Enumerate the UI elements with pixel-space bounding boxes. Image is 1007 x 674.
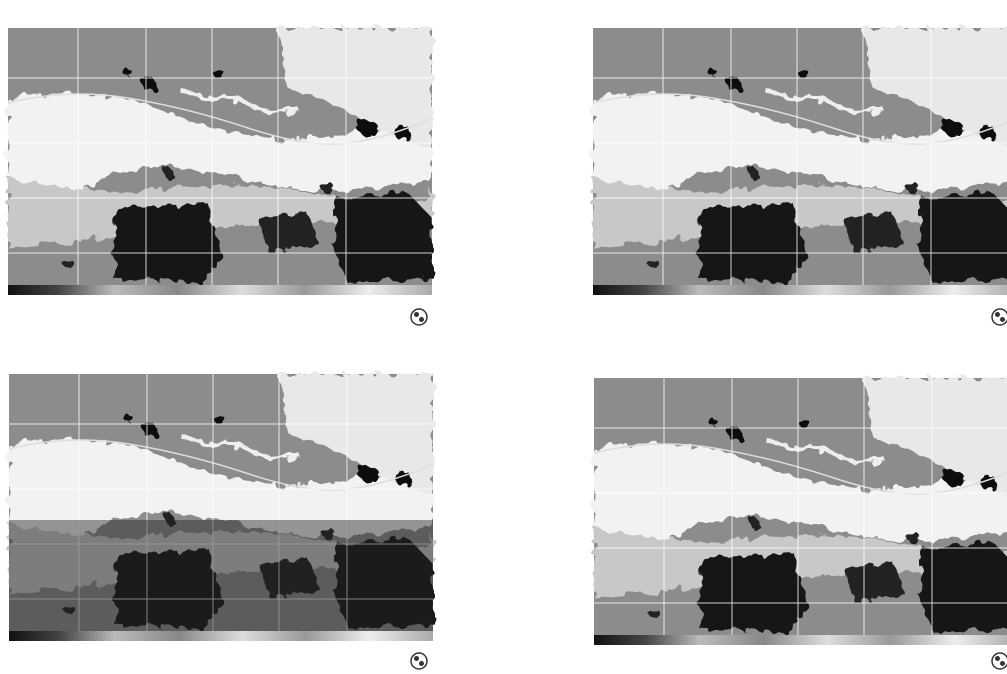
dark-overlay xyxy=(9,520,433,631)
page-body xyxy=(0,0,1007,674)
logo-bottom-right xyxy=(992,653,1007,669)
panel-bottom-right xyxy=(594,378,1007,645)
panel-top-right xyxy=(593,28,1007,295)
figure xyxy=(0,0,1007,674)
logo-top-right xyxy=(992,309,1007,325)
logo-top-left xyxy=(411,309,427,325)
page: Satellite panels {} html, body { margin:… xyxy=(0,0,1007,674)
panel-bottom-left-wrap xyxy=(9,374,433,641)
panel-top-left xyxy=(8,28,432,295)
logo-bottom-left xyxy=(411,653,427,669)
